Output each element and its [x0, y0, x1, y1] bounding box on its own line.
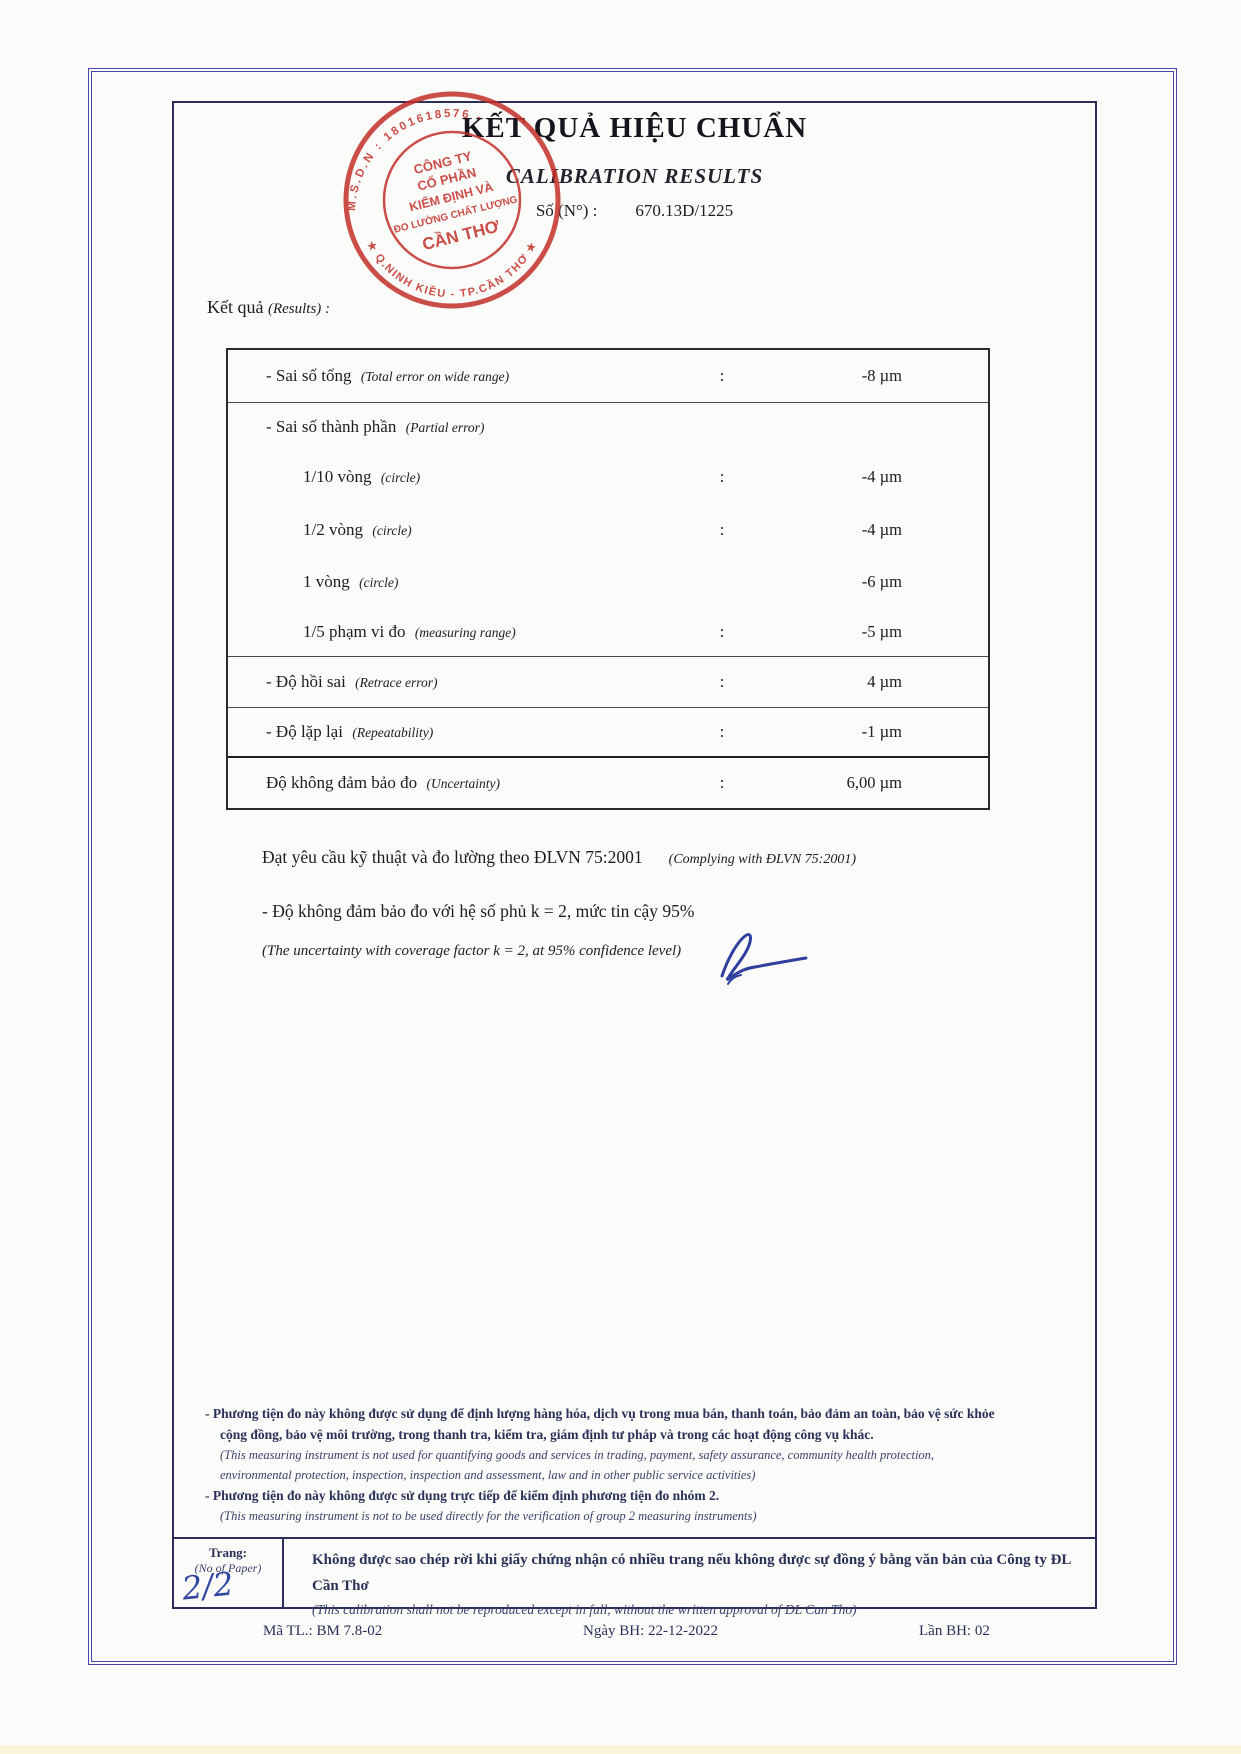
certificate-number-label: Số (N°) :: [535, 201, 598, 220]
copy-notice-en: (This calibration shall not be reproduce…: [312, 1602, 857, 1617]
row-colon: :: [719, 672, 725, 691]
uncertainty-note-en: (The uncertainty with coverage factor k …: [262, 943, 682, 959]
row-label-en: (circle): [377, 469, 421, 485]
page-outer-border: [88, 68, 1177, 1665]
row-value: -4 µm: [861, 466, 902, 486]
row-label-vn: 1 vòng: [303, 572, 350, 591]
compliance-vn: Đạt yêu cầu kỹ thuật và đo lường theo ĐL…: [262, 847, 643, 867]
footnote-line: - Phương tiện đo này không được sử dụng …: [205, 1488, 720, 1503]
uncertainty-note-vn: - Độ không đảm bảo đo với hệ số phủ k = …: [262, 901, 695, 921]
page-number-label: Trang:: [208, 1545, 248, 1560]
table-row: - Độ hồi sai (Retrace error) : 4 µm: [228, 657, 988, 708]
row-value: -5 µm: [861, 622, 902, 641]
copy-notice-cell: Không được sao chép rời khi giấy chứng n…: [284, 1539, 1095, 1617]
table-row: 1/10 vòng (circle) : -4 µm: [228, 450, 988, 503]
document-frame: [172, 101, 1097, 1609]
compliance-en: (Complying with ĐLVN 75:2001): [668, 852, 856, 867]
table-row: Độ không đảm bảo đo (Uncertainty) : 6,00…: [228, 758, 988, 808]
copy-notice-vn: Không được sao chép rời khi giấy chứng n…: [312, 1552, 1071, 1594]
table-row: - Độ lặp lại (Repeatability) : -1 µm: [228, 708, 988, 758]
row-colon: :: [719, 773, 725, 792]
scan-edge-artifact: [0, 1745, 1241, 1754]
footnote-line: environmental protection, inspection, in…: [220, 1468, 756, 1482]
page-subtitle: CALIBRATION RESULTS: [505, 164, 764, 188]
results-label-vn: Kết quả: [207, 297, 264, 317]
row-label-en: (Repeatability): [348, 725, 434, 740]
row-label-vn: - Độ lặp lại: [266, 722, 343, 741]
legal-footnotes: - Phương tiện đo này không được sử dụng …: [205, 1403, 1085, 1526]
table-row: 1/2 vòng (circle) : -4 µm: [228, 503, 988, 556]
issue-date: Ngày BH: 22-12-2022: [583, 1623, 718, 1639]
certificate-number-line: Số (N°) : 670.13D/1225: [172, 201, 1097, 221]
handwritten-page-number: 2/2: [180, 1564, 236, 1608]
row-label-en: (Retrace error): [351, 675, 438, 690]
compliance-statement: Đạt yêu cầu kỹ thuật và đo lường theo ĐL…: [262, 847, 856, 868]
row-label-en: (measuring range): [411, 625, 516, 640]
row-label-vn: Độ không đảm bảo đo: [266, 773, 418, 792]
table-row: - Sai số thành phần (Partial error): [228, 403, 988, 450]
signature-mark: [708, 918, 818, 998]
footnote-line: - Phương tiện đo này không được sử dụng …: [205, 1406, 995, 1421]
row-label-vn: 1/2 vòng: [303, 519, 363, 539]
row-colon: :: [719, 622, 725, 641]
row-value: 4 µm: [867, 672, 902, 691]
row-colon: :: [719, 466, 725, 486]
row-label-vn: - Sai số tổng: [266, 366, 352, 385]
page-number-label-en: (No of Paper): [194, 1561, 262, 1575]
row-label-en: (Partial error): [402, 419, 485, 435]
certificate-number-value: 670.13D/1225: [635, 201, 734, 220]
footnote-line: (This measuring instrument is not to be …: [220, 1509, 757, 1523]
table-row: - Sai số tổng (Total error on wide range…: [228, 350, 988, 403]
row-value: -4 µm: [861, 519, 902, 539]
page-title: KẾT QUẢ HIỆU CHUẨN: [461, 112, 808, 144]
results-section-label: Kết quả (Results) :: [207, 297, 330, 318]
row-colon: :: [719, 366, 725, 385]
revision-number: Lần BH: 02: [919, 1623, 990, 1639]
row-value: -1 µm: [861, 722, 902, 741]
row-value: 6,00 µm: [846, 773, 902, 792]
row-label-vn: - Sai số thành phần: [266, 416, 397, 436]
row-label-en: (Uncertainty): [423, 776, 500, 791]
document-code: Mã TL.: BM 7.8-02: [263, 1623, 383, 1639]
table-row: 1/5 phạm vi đo (measuring range) : -5 µm: [228, 608, 988, 657]
table-row: 1 vòng (circle) -6 µm: [228, 556, 988, 608]
row-value: -6 µm: [861, 572, 902, 591]
footnote-line: (This measuring instrument is not used f…: [220, 1448, 935, 1462]
row-value: -8 µm: [861, 366, 902, 385]
page-number-cell: Trang: (No of Paper) 2/2: [174, 1539, 284, 1609]
row-label-en: (circle): [368, 522, 412, 538]
row-label-vn: 1/10 vòng: [303, 466, 372, 486]
results-label-en: (Results) :: [267, 301, 331, 317]
footer-box: Trang: (No of Paper) 2/2 Không được sao …: [172, 1537, 1097, 1617]
row-label-en: (circle): [355, 575, 399, 590]
calibration-results-table: - Sai số tổng (Total error on wide range…: [226, 348, 990, 810]
row-label-vn: 1/5 phạm vi đo: [303, 622, 406, 641]
row-label-en: (Total error on wide range): [357, 369, 510, 384]
row-label-vn: - Độ hồi sai: [266, 672, 346, 691]
row-colon: :: [719, 519, 725, 539]
footnote-line: cộng đồng, bảo vệ môi trường, trong than…: [220, 1427, 874, 1442]
row-colon: :: [719, 722, 725, 741]
